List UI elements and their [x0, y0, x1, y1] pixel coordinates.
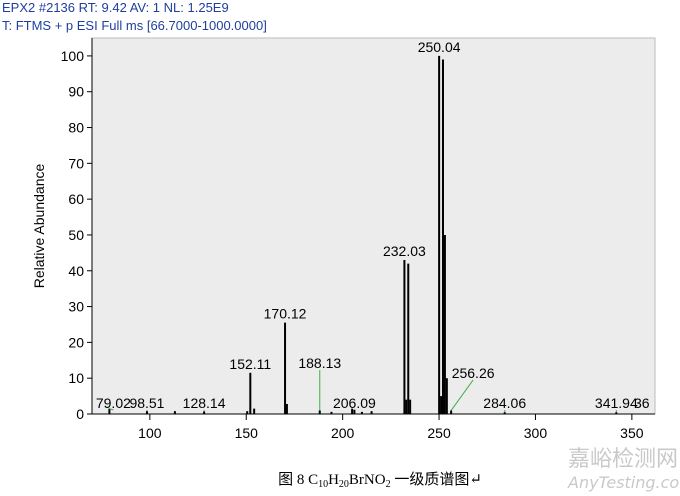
peak-label: 284.06 — [483, 395, 526, 411]
y-tick-label: 50 — [68, 227, 84, 243]
plot-area — [91, 37, 656, 415]
caption-part: 一级质谱图↵ — [391, 471, 482, 488]
caption-part: 图 8 C — [278, 471, 318, 488]
x-tick-label: 350 — [620, 425, 644, 441]
caption: 图 8 C10H20BrNO2 一级质谱图↵ — [278, 471, 482, 490]
watermark: AnyTesting.com — [567, 473, 680, 492]
y-tick-label: 90 — [68, 84, 84, 100]
x-tick-label: 150 — [235, 425, 259, 441]
y-tick-label: 10 — [68, 370, 84, 386]
header-line: EPX2 #2136 RT: 9.42 AV: 1 NL: 1.25E9 — [2, 0, 229, 15]
peak-label: 128.14 — [183, 395, 226, 411]
y-tick-label: 40 — [68, 263, 84, 279]
peak-label: 170.12 — [264, 306, 307, 322]
header-line: T: FTMS + p ESI Full ms [66.7000-1000.00… — [2, 18, 267, 33]
leader-line — [450, 379, 474, 411]
x-tick-label: 300 — [524, 425, 548, 441]
y-tick-label: 30 — [68, 299, 84, 315]
caption-part: H — [328, 472, 339, 488]
y-tick-label: 20 — [68, 334, 84, 350]
leader-line — [109, 408, 114, 411]
peak-label: 206.09 — [333, 395, 376, 411]
peak-label: 250.04 — [418, 39, 461, 55]
caption-part: 2 — [386, 479, 391, 490]
peak-label: 188.13 — [298, 355, 341, 371]
caption-part: 20 — [339, 479, 349, 490]
watermark: 嘉峪检测网 — [568, 447, 678, 472]
peak-label: 152.11 — [229, 356, 271, 372]
y-axis-label: Relative Abundance — [31, 164, 47, 289]
peak-label: 232.03 — [383, 243, 426, 259]
caption-part: 10 — [318, 479, 328, 490]
edge-label: 36 — [634, 395, 650, 411]
y-tick-label: 100 — [61, 48, 85, 64]
y-tick-label: 60 — [68, 191, 84, 207]
x-tick-label: 250 — [427, 425, 451, 441]
y-tick-label: 0 — [76, 406, 84, 422]
peak-label: 79.02 — [96, 395, 131, 411]
y-tick-label: 80 — [68, 120, 84, 136]
peak-label: 256.26 — [452, 365, 495, 381]
peak-label: 98.51 — [129, 395, 164, 411]
peak-label: 341.94 — [595, 395, 638, 411]
caption-part: BrNO — [349, 472, 386, 488]
x-tick-label: 200 — [331, 425, 355, 441]
x-tick-label: 100 — [138, 425, 162, 441]
y-tick-label: 70 — [68, 155, 84, 171]
